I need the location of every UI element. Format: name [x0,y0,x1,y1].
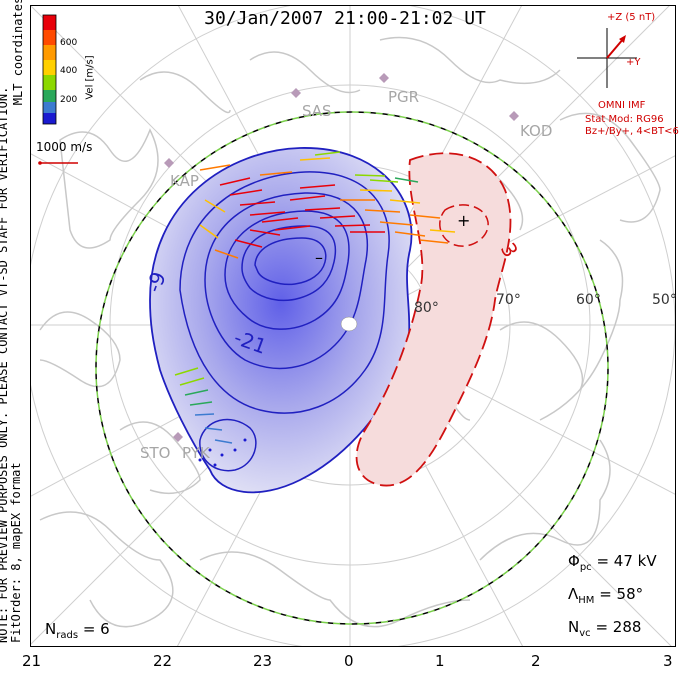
map-title: 30/Jan/2007 21:00-21:02 UT [204,8,486,29]
station-label-kod: KOD [520,122,553,140]
colorbar-tick-400: 400 [60,66,78,76]
preview-note-line2: FitOrder: 8, mapEX format [9,462,23,643]
mlt-label-2: 2 [531,652,541,670]
coastlines [39,36,661,628]
mlt-label-21: 21 [22,652,42,670]
latitude-label-50: 50° [652,292,677,308]
imf-source-label: OMNI IMF [598,100,646,111]
hm-boundary-latitude: ΛHM = 58° [568,585,644,606]
station-marker-sas [291,88,301,98]
mlt-label-0: 0 [344,652,354,670]
cross-polar-cap-potential: Φpc = 47 kV [568,552,657,573]
mlt-label-1: 1 [435,652,445,670]
imf-model-line1: Stat Mod: RG96 [585,114,664,125]
radar-count: Nrads = 6 [45,620,110,641]
station-marker-kod [509,111,519,121]
map-frame [30,5,676,647]
colorbar-tick-200: 200 [60,95,78,105]
mlt-label-3: 3 [663,652,673,670]
imf-model-line2: Bz+/By+, 4<BT<6 [585,126,679,137]
station-label-sas: SAS [302,102,332,120]
mlt-label-23: 23 [253,652,273,670]
station-marker-sto [173,432,183,442]
station-label-pgr: PGR [388,88,420,106]
station-label-kap: KAP [170,172,199,190]
station-marker-kap [164,158,174,168]
latitude-label-60: 60° [576,292,601,308]
velocity-vectors [174,151,456,467]
station-label-pyk: PYK [182,444,210,462]
imf-vector [606,37,625,59]
preview-note: NOTE: FOR PREVIEW PURPOSES ONLY. PLEASE … [0,43,23,643]
colorbar-tick-600: 600 [60,38,78,48]
vector-count: Nvc = 288 [568,618,642,639]
velocity-colorbar [42,14,57,125]
station-marker-pgr [379,73,389,83]
negative-potential-cell [149,147,413,494]
svg-text:+: + [457,211,470,230]
svg-text:–: – [315,248,323,267]
imf-y-axis-label: +Y [626,57,641,68]
station-label-sto: STO [140,444,171,462]
colorbar-label: Vel [m/s] [84,55,96,100]
coordinate-system-label: MLT coordinates [11,0,26,106]
station-markers [164,73,519,442]
reference-vector-label: 1000 m/s [36,140,93,154]
imf-z-axis-label: +Z (5 nT) [607,12,656,23]
mlt-label-22: 22 [153,652,173,670]
latitude-label-70: 70° [496,292,521,308]
latitude-label-80: 80° [414,300,439,316]
